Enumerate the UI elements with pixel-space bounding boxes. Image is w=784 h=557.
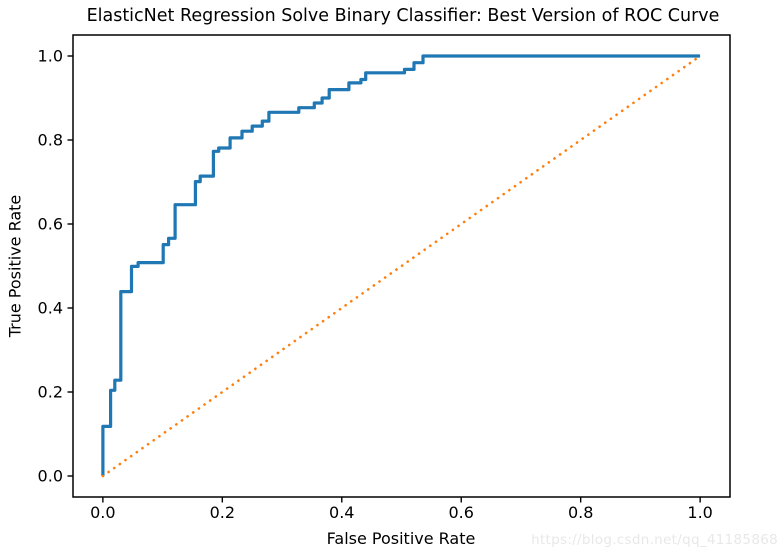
watermark: https://blog.csdn.net/qq_41185868: [531, 532, 778, 548]
y-tick-label: 1.0: [38, 47, 63, 66]
x-axis-label: False Positive Rate: [326, 529, 476, 548]
x-tick-label: 1.0: [687, 503, 712, 522]
x-tick-label: 0.4: [329, 503, 354, 522]
x-tick-label: 0.2: [210, 503, 235, 522]
roc-curve-line: [101, 54, 701, 476]
y-tick-label: 0.8: [38, 131, 63, 150]
y-tick-label: 0.6: [38, 215, 63, 234]
y-tick-label: 0.2: [38, 383, 63, 402]
y-tick-label: 0.4: [38, 299, 63, 318]
x-tick-label: 0.6: [449, 503, 474, 522]
y-tick-label: 0.0: [38, 467, 63, 486]
chance-diagonal-line: [101, 54, 702, 478]
chart-title: ElasticNet Regression Solve Binary Class…: [86, 6, 720, 26]
x-tick-label: 0.8: [568, 503, 593, 522]
x-tick-label: 0.0: [90, 503, 115, 522]
axes-frame: [72, 34, 731, 498]
